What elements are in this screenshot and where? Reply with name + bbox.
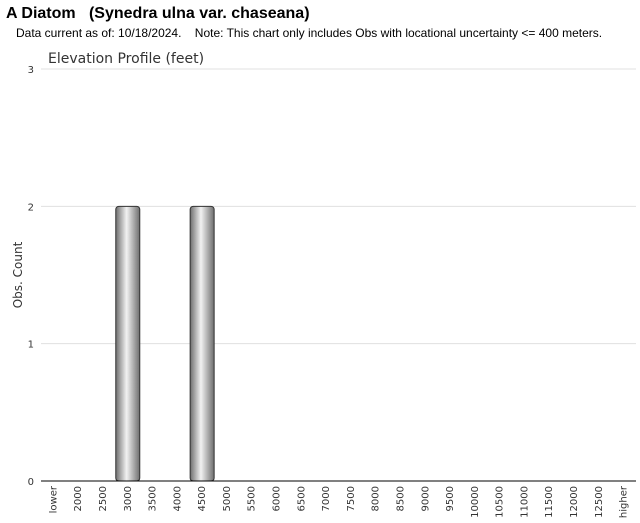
x-tick-label: 4000 bbox=[172, 486, 183, 511]
x-tick-label: 6000 bbox=[272, 486, 283, 511]
x-tick-label: 8500 bbox=[395, 486, 406, 511]
x-tick-label: 12500 bbox=[594, 486, 605, 518]
y-tick-label: 0 bbox=[28, 477, 34, 488]
y-tick-label: 3 bbox=[28, 65, 34, 76]
x-tick-label: 5000 bbox=[222, 486, 233, 511]
x-tick-label: 9000 bbox=[420, 486, 431, 511]
x-tick-label: 10500 bbox=[495, 486, 506, 518]
chart-title: Elevation Profile (feet) bbox=[48, 51, 204, 67]
x-tick-label: 12000 bbox=[569, 486, 580, 518]
x-tick-label: 7000 bbox=[321, 486, 332, 511]
x-tick-label: 2500 bbox=[98, 486, 109, 511]
x-tick-label: 6500 bbox=[296, 486, 307, 511]
page-title: A Diatom (Synedra ulna var. chaseana) bbox=[6, 5, 310, 22]
y-axis-label: Obs. Count bbox=[11, 241, 25, 308]
x-tick-label: 9500 bbox=[445, 486, 456, 511]
x-tick-label: 10000 bbox=[470, 486, 481, 518]
x-tick-label: higher bbox=[619, 485, 630, 518]
x-tick-label: 11000 bbox=[519, 486, 530, 518]
y-tick-label: 2 bbox=[28, 202, 34, 213]
x-tick-label: 5500 bbox=[247, 486, 258, 511]
y-tick-label: 1 bbox=[28, 340, 34, 351]
x-tick-label: 4500 bbox=[197, 486, 208, 511]
x-tick-label: 3000 bbox=[123, 486, 134, 511]
x-tick-label: 2000 bbox=[73, 486, 84, 511]
x-tick-label: 7500 bbox=[346, 486, 357, 511]
bar-3000 bbox=[115, 205, 141, 482]
x-tick-label: 3500 bbox=[148, 486, 159, 511]
x-tick-label: lower bbox=[48, 485, 59, 513]
bar-4500 bbox=[189, 205, 215, 482]
data-note: Data current as of: 10/18/2024. Note: Th… bbox=[16, 26, 603, 40]
x-tick-label: 8000 bbox=[371, 486, 382, 511]
x-tick-label: 11500 bbox=[544, 486, 555, 518]
